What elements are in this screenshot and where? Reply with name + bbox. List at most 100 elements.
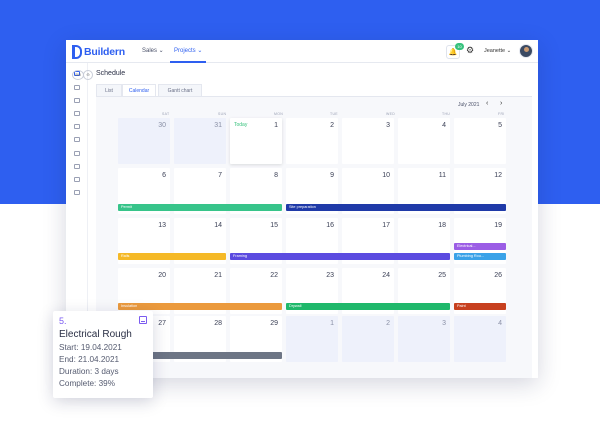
day-number: 31: [214, 122, 222, 129]
tab-calendar[interactable]: Calendar: [122, 84, 156, 96]
day-cell[interactable]: 3: [342, 118, 394, 164]
event-bar-plumbing[interactable]: Plumbing Rou...: [454, 253, 506, 260]
day-number: 12: [494, 172, 502, 179]
top-bar: Buildern Sales ⌄ Projects ⌄ 🔔 10 ⚙ Jeane…: [66, 40, 538, 63]
day-number: 9: [330, 172, 334, 179]
event-bar-insulation[interactable]: Insulation: [118, 303, 282, 310]
day-number: 1: [274, 122, 278, 129]
tooltip-duration: Duration: 3 days: [59, 367, 119, 376]
day-number: 24: [382, 272, 390, 279]
weekday-header: MON: [274, 112, 284, 116]
day-number: 21: [214, 272, 222, 279]
event-bar-electrical[interactable]: Electrical...: [454, 243, 506, 250]
page-title: Schedule: [96, 70, 126, 77]
file-icon[interactable]: [74, 177, 80, 182]
cart-icon[interactable]: [74, 137, 80, 142]
day-cell[interactable]: 30: [118, 118, 170, 164]
brand-name: Buildern: [84, 45, 125, 58]
day-number: 3: [386, 122, 390, 129]
day-number: 5: [498, 122, 502, 129]
weekday-header: SUN: [218, 112, 227, 116]
day-number: 4: [498, 320, 502, 327]
day-number: 20: [158, 272, 166, 279]
day-number: 26: [494, 272, 502, 279]
tab-list[interactable]: List: [96, 84, 122, 96]
day-number: 15: [270, 222, 278, 229]
day-cell[interactable]: 5: [454, 118, 506, 164]
event-bar-site-preparation[interactable]: Site preparation: [286, 204, 506, 211]
day-cell-today[interactable]: Today 1: [230, 118, 282, 164]
day-number: 19: [494, 222, 502, 229]
tooltip-start: Start: 19.04.2021: [59, 343, 122, 352]
logo[interactable]: Buildern: [72, 44, 125, 59]
clipboard-icon[interactable]: [74, 85, 80, 90]
day-cell[interactable]: 1: [286, 316, 338, 362]
day-number: 22: [270, 272, 278, 279]
notification-badge: 10: [455, 43, 464, 50]
users-icon[interactable]: [74, 124, 80, 129]
event-bar-rails[interactable]: Rails: [118, 253, 226, 260]
day-cell[interactable]: 2: [342, 316, 394, 362]
day-number: 6: [162, 172, 166, 179]
day-cell[interactable]: 3: [398, 316, 450, 362]
avatar[interactable]: [519, 44, 533, 58]
weekday-header: TUE: [330, 112, 338, 116]
today-label: Today: [234, 122, 248, 128]
user-menu[interactable]: Jeanette ⌄: [484, 48, 512, 54]
event-tooltip: 5. Electrical Rough Start: 19.04.2021 En…: [53, 311, 153, 398]
gear-icon[interactable]: ⚙: [466, 45, 475, 55]
day-cell[interactable]: 4: [398, 118, 450, 164]
truck-icon[interactable]: [74, 164, 80, 169]
weekday-header: WED: [386, 112, 396, 116]
day-number: 11: [438, 172, 446, 179]
logo-icon: [72, 44, 82, 59]
day-number: 17: [382, 222, 390, 229]
event-bar-framing[interactable]: Framing: [230, 253, 450, 260]
bell-icon[interactable]: 🔔: [446, 45, 460, 59]
document-icon[interactable]: [74, 190, 80, 195]
day-number: 1: [330, 320, 334, 327]
day-number: 3: [442, 320, 446, 327]
folder-icon[interactable]: [74, 111, 80, 116]
tooltip-title: Electrical Rough: [59, 329, 132, 340]
event-bar-unlabeled[interactable]: [118, 352, 282, 359]
event-bar-paint[interactable]: Paint: [454, 303, 506, 310]
nav-active-indicator: [170, 61, 206, 63]
day-number: 25: [438, 272, 446, 279]
sidebar: [66, 63, 88, 378]
tooltip-complete: Complete: 39%: [59, 379, 115, 388]
day-number: 2: [386, 320, 390, 327]
nav-projects[interactable]: Projects ⌄: [174, 48, 203, 54]
tooltip-end: End: 21.04.2021: [59, 355, 120, 364]
prev-month-button[interactable]: ‹: [486, 100, 489, 107]
day-number: 14: [214, 222, 222, 229]
day-number: 30: [158, 122, 166, 129]
clock-icon[interactable]: [74, 151, 80, 156]
weekday-header: SAT: [162, 112, 170, 116]
day-number: 28: [214, 320, 222, 327]
day-number: 27: [158, 320, 166, 327]
next-month-button[interactable]: ›: [500, 100, 503, 107]
event-bar-permit[interactable]: Permit: [118, 204, 282, 211]
day-number: 23: [326, 272, 334, 279]
day-number: 29: [270, 320, 278, 327]
day-number: 4: [442, 122, 446, 129]
weekday-header: THU: [442, 112, 451, 116]
day-number: 16: [326, 222, 334, 229]
tab-gantt-chart[interactable]: Gantt chart: [158, 84, 202, 96]
event-type-icon: [139, 316, 147, 324]
event-bar-drywall[interactable]: Drywall: [286, 303, 450, 310]
day-number: 13: [158, 222, 166, 229]
tooltip-number: 5.: [59, 316, 67, 326]
day-number: 2: [330, 122, 334, 129]
day-cell[interactable]: 31: [174, 118, 226, 164]
day-cell[interactable]: 2: [286, 118, 338, 164]
weekday-header: FRI: [498, 112, 505, 116]
day-cell[interactable]: 4: [454, 316, 506, 362]
day-number: 10: [382, 172, 390, 179]
day-number: 8: [274, 172, 278, 179]
collapse-icon[interactable]: ⊖: [83, 70, 93, 80]
day-number: 7: [218, 172, 222, 179]
nav-sales[interactable]: Sales ⌄: [142, 48, 164, 54]
calendar-icon[interactable]: [74, 98, 80, 103]
